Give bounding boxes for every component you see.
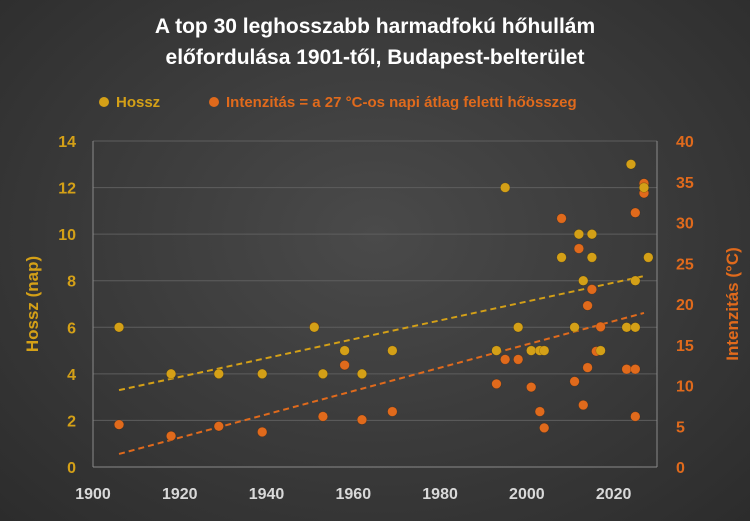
y-left-tick-label: 2 bbox=[67, 413, 76, 430]
data-points bbox=[113, 159, 654, 442]
y-right-tick-label: 10 bbox=[676, 379, 694, 396]
data-point-intenzitas bbox=[257, 426, 268, 438]
data-point-intenzitas bbox=[500, 354, 511, 365]
data-point-hossz bbox=[630, 322, 641, 333]
trendlines bbox=[118, 275, 645, 455]
data-point-intenzitas bbox=[621, 364, 632, 375]
data-point-intenzitas bbox=[539, 422, 550, 433]
data-point-hossz bbox=[625, 159, 637, 170]
y-right-tick-label: 20 bbox=[676, 297, 694, 314]
data-point-hossz bbox=[387, 345, 398, 356]
y-right-tick-label: 30 bbox=[676, 216, 694, 233]
y-left-tick-label: 12 bbox=[58, 181, 76, 198]
data-point-hossz bbox=[165, 368, 177, 379]
data-point-hossz bbox=[317, 368, 329, 379]
data-point-intenzitas bbox=[534, 406, 545, 417]
x-tick-label: 2000 bbox=[509, 486, 545, 503]
x-tick-label: 2020 bbox=[596, 486, 632, 503]
data-point-intenzitas bbox=[578, 399, 589, 411]
y-left-tick-label: 14 bbox=[58, 134, 76, 151]
data-point-intenzitas bbox=[113, 419, 125, 430]
data-point-intenzitas bbox=[573, 243, 585, 254]
data-point-intenzitas bbox=[491, 378, 502, 389]
legend-label-hossz: Hossz bbox=[116, 94, 160, 111]
data-point-hossz bbox=[578, 275, 589, 286]
legend-marker-intenzitas bbox=[209, 97, 219, 107]
x-tick-label: 1960 bbox=[336, 486, 372, 503]
y-right-tick-label: 25 bbox=[676, 256, 694, 273]
data-point-intenzitas bbox=[569, 376, 580, 387]
data-point-hossz bbox=[500, 182, 511, 193]
data-point-hossz bbox=[569, 322, 580, 333]
data-point-intenzitas bbox=[630, 364, 641, 375]
data-point-hossz bbox=[638, 182, 650, 193]
y-axis-title-left: Hossz (nap) bbox=[23, 256, 42, 352]
y-right-tick-label: 0 bbox=[676, 460, 685, 477]
data-point-intenzitas bbox=[582, 300, 593, 311]
y-right-tick-label: 5 bbox=[676, 419, 685, 436]
y-left-tick-label: 10 bbox=[58, 227, 76, 244]
data-point-hossz bbox=[621, 322, 632, 333]
data-point-hossz bbox=[630, 275, 641, 286]
data-point-hossz bbox=[257, 368, 268, 379]
y-left-tick-label: 4 bbox=[67, 367, 76, 384]
y-right-tick-label: 35 bbox=[676, 175, 694, 192]
data-point-hossz bbox=[526, 345, 537, 356]
data-point-hossz bbox=[213, 368, 224, 379]
legend: Hossz Intenzitás = a 27 °C-os napi átlag… bbox=[99, 94, 577, 111]
data-point-intenzitas bbox=[630, 411, 641, 422]
gridlines bbox=[93, 140, 657, 421]
data-point-intenzitas bbox=[630, 207, 641, 218]
x-tick-label: 1920 bbox=[162, 486, 198, 503]
data-point-hossz bbox=[309, 322, 320, 333]
y-right-tick-label: 15 bbox=[676, 338, 694, 355]
trendline-intenzitas bbox=[118, 311, 645, 455]
data-point-hossz bbox=[556, 252, 567, 263]
data-point-hossz bbox=[573, 229, 585, 240]
data-point-intenzitas bbox=[356, 414, 368, 425]
x-tick-label: 1940 bbox=[249, 486, 285, 503]
y-right-tick-label: 40 bbox=[676, 134, 694, 151]
legend-label-intenzitas: Intenzitás = a 27 °C-os napi átlag felet… bbox=[226, 94, 577, 111]
title-line-1: A top 30 leghosszabb harmadfokú hőhullám bbox=[155, 15, 595, 38]
title-line-2: előfordulása 1901-től, Budapest-belterül… bbox=[166, 46, 585, 69]
data-point-intenzitas bbox=[317, 411, 329, 422]
y-left-tick-label: 8 bbox=[67, 274, 76, 291]
data-point-intenzitas bbox=[213, 421, 224, 432]
legend-marker-hossz bbox=[99, 97, 109, 107]
data-point-hossz bbox=[586, 252, 598, 263]
y-axis-title-right: Intenzitás (°C) bbox=[723, 247, 742, 361]
data-point-hossz bbox=[643, 252, 654, 263]
data-point-intenzitas bbox=[582, 362, 593, 373]
data-point-intenzitas bbox=[387, 406, 398, 417]
data-point-hossz bbox=[586, 229, 598, 240]
data-point-hossz bbox=[595, 345, 606, 356]
data-point-intenzitas bbox=[586, 284, 598, 295]
data-point-hossz bbox=[513, 322, 524, 333]
data-point-hossz bbox=[356, 368, 368, 379]
data-point-intenzitas bbox=[339, 360, 350, 371]
y-left-tick-label: 0 bbox=[67, 460, 76, 477]
data-point-hossz bbox=[539, 345, 550, 356]
data-point-intenzitas bbox=[595, 321, 606, 332]
data-point-hossz bbox=[339, 345, 350, 356]
data-point-intenzitas bbox=[513, 354, 524, 365]
axes: 1900 1920 1940 1960 1980 2000 2020 0 2 4 6 8 10 12 14 0… bbox=[58, 134, 694, 503]
chart-title: A top 30 leghosszabb harmadfokú hőhullám… bbox=[155, 15, 595, 69]
x-tick-label: 1900 bbox=[75, 486, 111, 503]
data-point-intenzitas bbox=[556, 213, 567, 224]
x-tick-label: 1980 bbox=[422, 486, 458, 503]
data-point-hossz bbox=[113, 322, 125, 333]
data-point-intenzitas bbox=[165, 430, 177, 442]
data-point-hossz bbox=[491, 345, 502, 356]
data-point-intenzitas bbox=[526, 382, 537, 393]
y-left-tick-label: 6 bbox=[67, 320, 76, 337]
